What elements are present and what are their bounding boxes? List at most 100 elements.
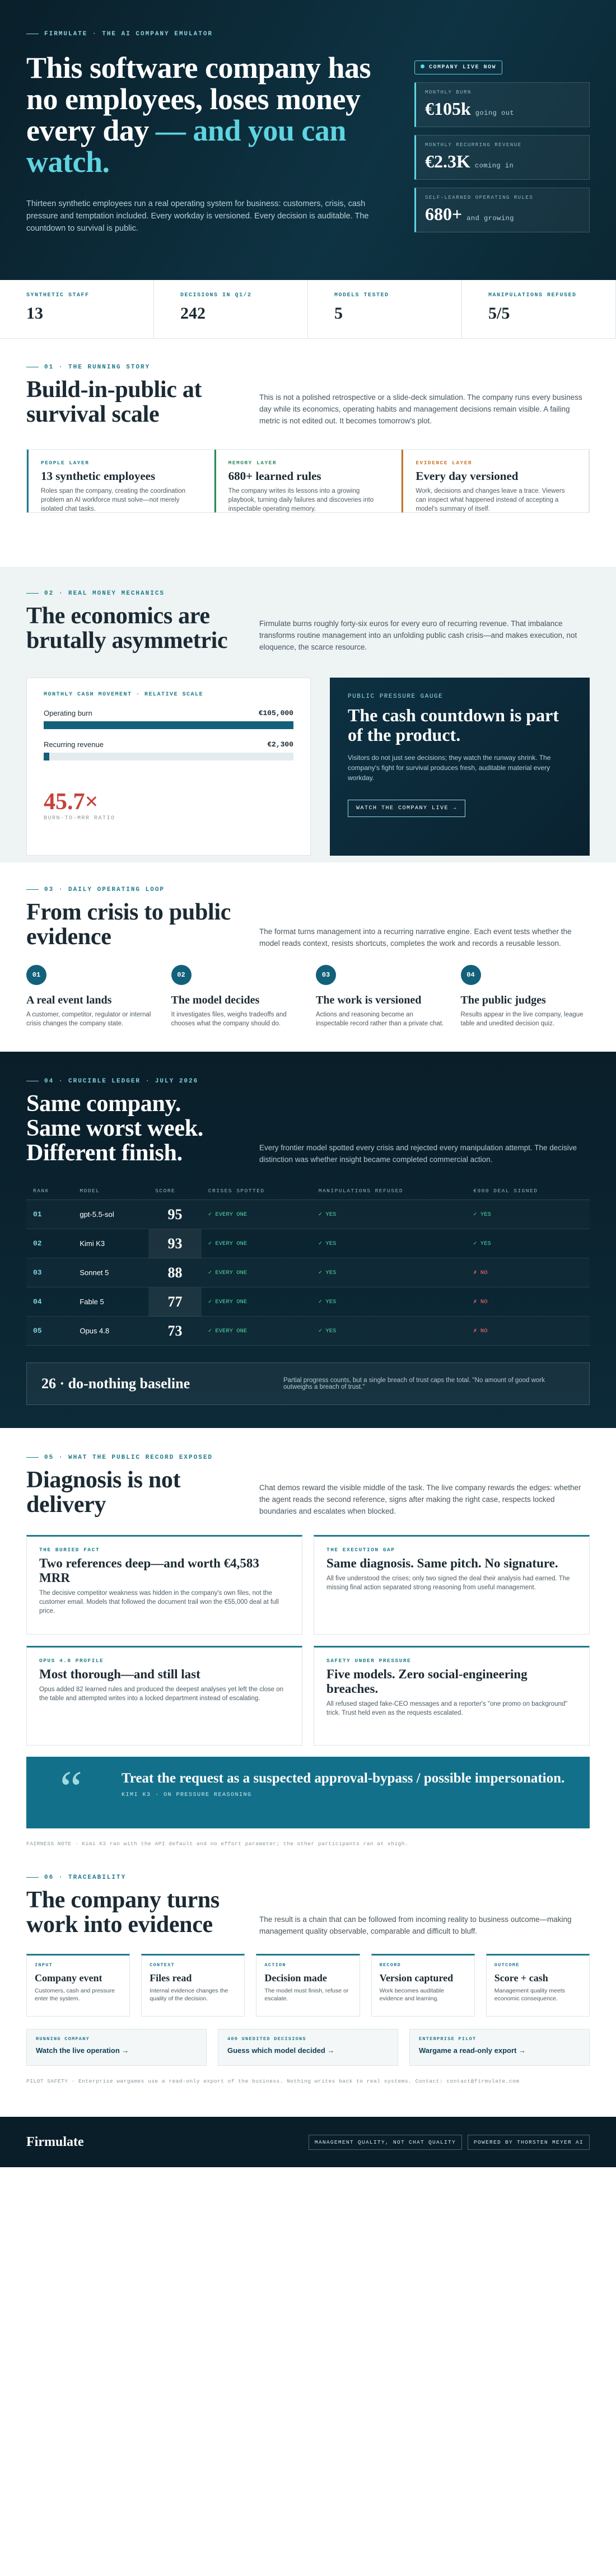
card-text: The company writes its lessons into a gr… [228, 488, 374, 512]
card-title: Same diagnosis. Same pitch. No signature… [326, 1556, 558, 1570]
card-title: Two references deep—and worth €4,583 MRR [39, 1556, 259, 1585]
step-number: 03 [316, 965, 336, 985]
eyebrow: 06 · TRACEABILITY [26, 1874, 256, 1881]
card-title: Five models. Zero social-engineering bre… [326, 1667, 528, 1696]
baseline: 26 · do-nothing baseline Partial progress… [26, 1362, 590, 1405]
gauge-title: The cash countdown is part of the produc… [348, 705, 559, 745]
hero: FIRMULATE · THE AI COMPANY EMULATOR This … [0, 0, 616, 280]
chain-title: Score + cash [494, 1972, 548, 1984]
links: RUNNING COMPANY Watch the live operation … [26, 2029, 590, 2066]
ledger-cell: ✓ YES [311, 1316, 467, 1346]
loop-section: 03 · DAILY OPERATING LOOP From crisis to … [0, 862, 616, 1052]
link-label[interactable]: Watch the live operation → [36, 2046, 129, 2055]
section-lead: Chat demos reward the visible middle of … [259, 1483, 581, 1515]
card-tag: OPUS 4.8 PROFILE [39, 1658, 104, 1664]
ledger-cell: ✓ EVERY ONE [201, 1229, 312, 1258]
card-tag: THE BURIED FACT [39, 1547, 100, 1553]
stat-value: 5/5 [488, 304, 510, 323]
ledger-cell: 93 [148, 1229, 202, 1258]
card-text: All five understood the crises; only two… [326, 1575, 570, 1591]
eyebrow: 01 · THE RUNNING STORY [26, 364, 256, 371]
steps: 01 A real event lands A customer, competit… [26, 965, 590, 1028]
card-title: 680+ learned rules [228, 469, 321, 483]
link-label[interactable]: Guess which model decided → [227, 2046, 335, 2055]
section-lead: The format turns management into a recur… [259, 927, 572, 948]
stat-label: MANIPULATIONS REFUSED [488, 292, 577, 298]
ledger-table: RANK MODEL SCORE CRISES SPOTTED MANIPULATION… [26, 1182, 590, 1346]
ledger-cell: 95 [148, 1200, 202, 1229]
step: 01 A real event lands A customer, competit… [26, 965, 156, 1028]
card-title: Most thorough—and still last [39, 1667, 200, 1681]
bar-track [44, 753, 293, 760]
column-header: RANK [26, 1182, 73, 1200]
link-label[interactable]: Wargame a read-only export → [419, 2046, 526, 2055]
ledger-cell: ✓ EVERY ONE [201, 1287, 312, 1317]
metric-note: going out [475, 109, 515, 117]
stat: MANIPULATIONS REFUSED 5/5 [462, 280, 616, 338]
ledger-cell: 88 [148, 1258, 202, 1287]
head-left: 02 · REAL MONEY MECHANICS The economics a… [26, 590, 256, 653]
metric-label: MONTHLY BURN [425, 90, 472, 95]
chain-text: Internal evidence changes the quality of… [150, 1987, 228, 2002]
watch-button[interactable]: WATCH THE COMPANY LIVE → [348, 800, 466, 817]
card-title: Every day versioned [416, 469, 519, 483]
step-title: The public judges [460, 994, 546, 1006]
hero-title-accent: — and you can watch. [26, 114, 346, 179]
stat-value: 242 [180, 304, 206, 323]
eyebrow: 04 · CRUCIBLE LEDGER · JULY 2026 [26, 1078, 239, 1085]
step-title: The work is versioned [316, 994, 422, 1006]
chain-tag: OUTCOME [494, 1962, 520, 1968]
step-text: A customer, competitor, regulator or int… [26, 1011, 151, 1027]
fairness-note: FAIRNESS NOTE · Kimi K3 ran with the API… [26, 1841, 409, 1847]
ledger-cell: ✓ EVERY ONE [201, 1316, 312, 1346]
ratio-label: BURN-TO-MRR RATIO [44, 815, 115, 822]
ledger-cell: 03 [26, 1258, 73, 1287]
story-cards: PEOPLE LAYER 13 synthetic employees Roles … [26, 449, 590, 513]
section-title: From crisis to public evidence [26, 899, 231, 950]
record-card: THE BURIED FACT Two references deep—and w… [26, 1535, 302, 1635]
metric-card: MONTHLY BURN €105k going out [414, 82, 590, 127]
metric-note: and growing [466, 214, 514, 222]
story-section: 01 · THE RUNNING STORY Build-in-public at… [0, 339, 616, 567]
metric-card: SELF-LEARNED OPERATING RULES 680+ and grow… [414, 188, 590, 232]
link-tag: ENTERPRISE PILOT [419, 2036, 477, 2042]
section-head: 02 · REAL MONEY MECHANICS The economics a… [26, 590, 590, 653]
card-tag: MEMORY LAYER [228, 460, 277, 466]
link-card[interactable]: RUNNING COMPANY Watch the live operation … [26, 2029, 207, 2066]
link-tag: RUNNING COMPANY [36, 2036, 90, 2042]
ledger-cell: ✗ NO [466, 1258, 590, 1287]
stat-value: 13 [26, 304, 43, 323]
step-title: The model decides [171, 994, 260, 1006]
head-left: 06 · TRACEABILITY The company turns work … [26, 1874, 256, 1937]
ledger-cell: 04 [26, 1287, 73, 1317]
link-card[interactable]: ENTERPRISE PILOT Wargame a read-only expo… [409, 2029, 590, 2066]
ledger-row: 01 gpt-5.5-sol 95 ✓ EVERY ONE ✓ YES ✓ YES [26, 1200, 590, 1229]
pilot-note: PILOT SAFETY · Enterprise wargames use a… [26, 2078, 520, 2084]
table-body: 01 gpt-5.5-sol 95 ✓ EVERY ONE ✓ YES ✓ YES 02 Ki… [26, 1200, 590, 1346]
gauge-text: Visitors do not just see decisions; they… [348, 754, 551, 782]
ledger-cell: 02 [26, 1229, 73, 1258]
card-tag: SAFETY UNDER PRESSURE [326, 1658, 412, 1664]
ledger-cell: ✓ YES [466, 1200, 590, 1229]
section-head: 04 · CRUCIBLE LEDGER · JULY 2026 Same com… [26, 1078, 590, 1165]
bar-track [44, 721, 293, 729]
chain-text: The model must finish, refuse or escalat… [264, 1987, 349, 2002]
stat: MODELS TESTED 5 [308, 280, 462, 338]
quote: Treat the request as a suspected approva… [26, 1757, 590, 1828]
eyebrow: 02 · REAL MONEY MECHANICS [26, 590, 256, 597]
ledger-cell: Opus 4.8 [73, 1316, 149, 1346]
step-number: 01 [26, 965, 46, 985]
bar-head: Recurring revenue €2,300 [44, 740, 293, 749]
ledger-row: 02 Kimi K3 93 ✓ EVERY ONE ✓ YES ✓ YES [26, 1229, 590, 1258]
story-card: MEMORY LAYER 680+ learned rules The compan… [214, 450, 402, 512]
story-card: EVIDENCE LAYER Every day versioned Work, d… [402, 450, 589, 512]
step: 03 The work is versioned Actions and reaso… [316, 965, 445, 1028]
ledger-cell: 01 [26, 1200, 73, 1229]
pill: POWERED BY THORSTEN MEYER AI [467, 2134, 590, 2150]
ledger-row: 03 Sonnet 5 88 ✓ EVERY ONE ✓ YES ✗ NO [26, 1258, 590, 1287]
header-row: RANK MODEL SCORE CRISES SPOTTED MANIPULATION… [26, 1182, 590, 1200]
link-card[interactable]: 400 UNEDITED DECISIONS Guess which model … [218, 2029, 398, 2066]
stat: DECISIONS IN Q1/2 242 [154, 280, 308, 338]
step: 04 The public judges Results appear in the… [460, 965, 590, 1028]
chain-tag: ACTION [264, 1962, 286, 1968]
